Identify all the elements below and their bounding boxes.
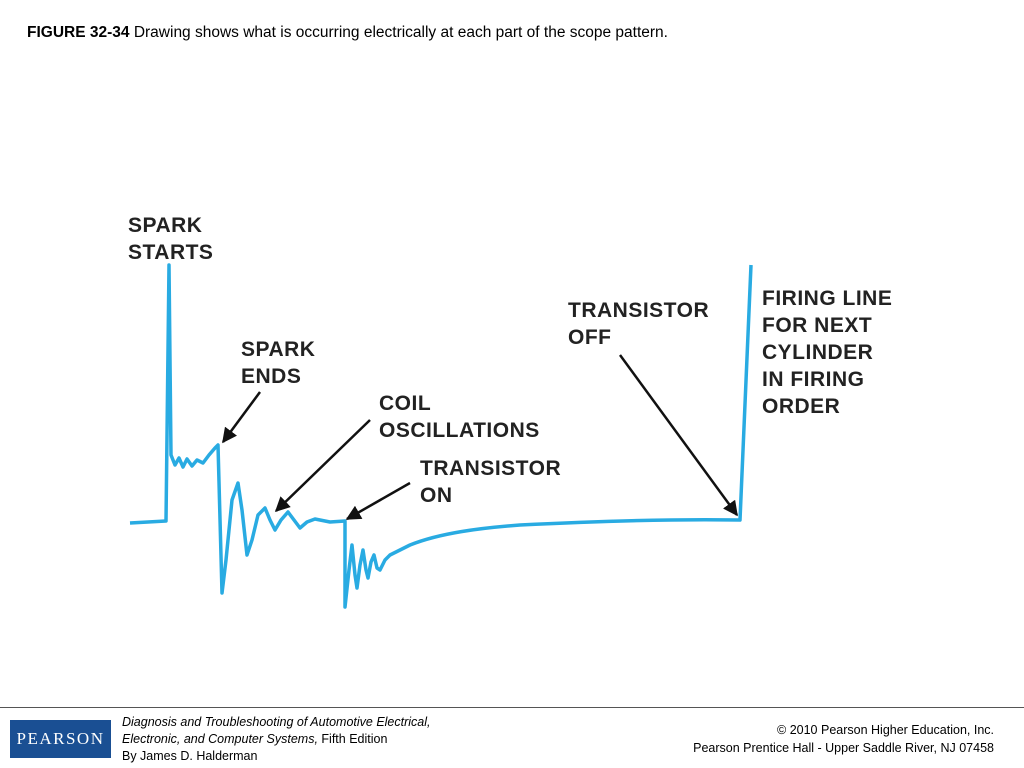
book-author: By James D. Halderman xyxy=(122,749,258,763)
book-title: Electronic, and Computer Systems, xyxy=(122,732,318,746)
arrows xyxy=(221,354,739,521)
callout-line: TRANSISTOR xyxy=(568,299,709,322)
callout-line: CYLINDER xyxy=(762,341,873,364)
callout-line: STARTS xyxy=(128,241,213,264)
callout-line: COIL xyxy=(379,392,431,415)
callout-line: SPARK xyxy=(128,214,202,237)
callout-label: SPARK ENDS xyxy=(241,338,315,388)
labels: SPARK STARTS SPARK ENDS COIL OSCILLATIONS TRAN… xyxy=(128,214,892,507)
book-info: Diagnosis and Troubleshooting of Automot… xyxy=(122,714,431,765)
footer-rule xyxy=(0,707,1024,708)
figure-title: FIGURE 32-34 Drawing shows what is occur… xyxy=(27,24,668,42)
callout-label: TRANSISTOR OFF xyxy=(568,299,709,349)
arrow xyxy=(221,391,262,444)
callout-label: FIRING LINE FOR NEXT CYLINDER IN FIRING ORDE… xyxy=(762,287,892,418)
copyright: © 2010 Pearson Higher Education, Inc. Pe… xyxy=(693,721,994,757)
copyright-line: Pearson Prentice Hall - Upper Saddle Riv… xyxy=(693,741,994,755)
arrow xyxy=(618,354,739,517)
callout-label: SPARK STARTS xyxy=(128,214,213,264)
callout-line: OFF xyxy=(568,326,612,349)
arrow xyxy=(345,481,411,521)
figure-caption: Drawing shows what is occurring electric… xyxy=(133,24,668,41)
arrow xyxy=(274,419,371,513)
callout-line: ENDS xyxy=(241,365,301,388)
callout-line: IN FIRING xyxy=(762,368,865,391)
figure-label: FIGURE 32-34 xyxy=(27,24,130,41)
callout-line: FIRING LINE xyxy=(762,287,892,310)
book-line: Electronic, and Computer Systems, Fifth … xyxy=(122,731,431,748)
publisher-logo: PEARSON xyxy=(10,720,111,758)
callout-line: TRANSISTOR xyxy=(420,457,561,480)
callout-line: OSCILLATIONS xyxy=(379,419,540,442)
book-edition: Fifth Edition xyxy=(321,732,388,746)
callout-line: ON xyxy=(420,484,453,507)
callout-label: TRANSISTOR ON xyxy=(420,457,561,507)
scope-diagram: SPARK STARTS SPARK ENDS COIL OSCILLATIONS TRAN… xyxy=(128,214,892,609)
callout-line: FOR NEXT xyxy=(762,314,872,337)
callout-line: ORDER xyxy=(762,395,840,418)
copyright-line: © 2010 Pearson Higher Education, Inc. xyxy=(777,723,994,737)
book-title: Diagnosis and Troubleshooting of Automot… xyxy=(122,715,431,729)
book-line: Diagnosis and Troubleshooting of Automot… xyxy=(122,714,431,731)
callout-line: SPARK xyxy=(241,338,315,361)
scope-waveform xyxy=(129,263,753,609)
callout-label: COIL OSCILLATIONS xyxy=(379,392,540,442)
